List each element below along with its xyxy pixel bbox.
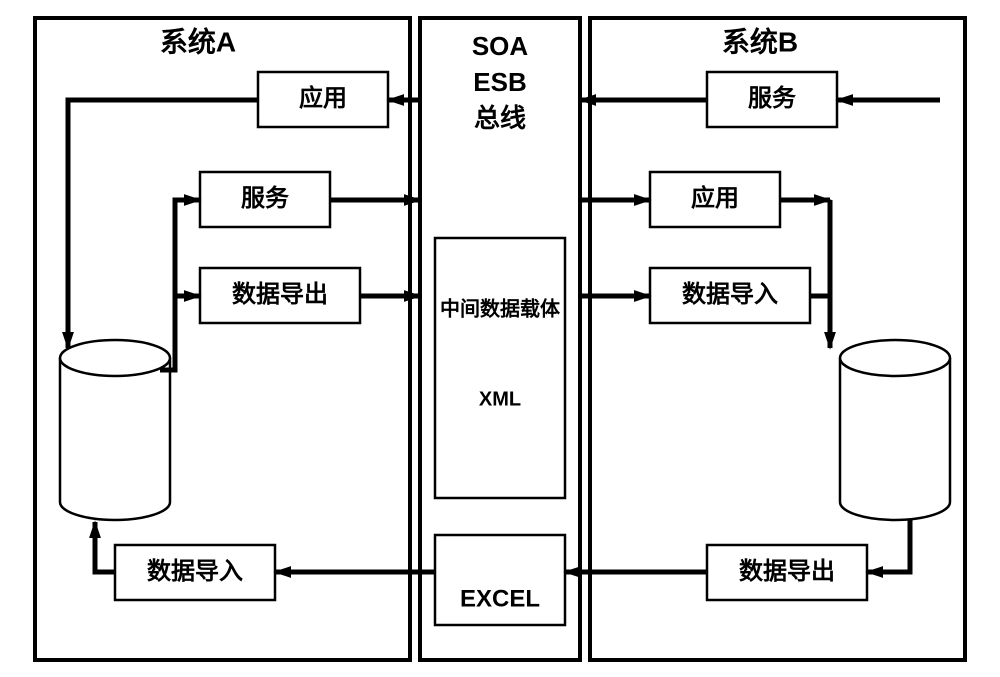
box-b-service-label: 服务 [748, 84, 797, 112]
title-system-b: 系统B [722, 25, 798, 57]
cylinder-a [60, 358, 170, 520]
box-xml-carrier-label-1: XML [479, 388, 521, 410]
box-a-service-label: 服务 [241, 184, 290, 212]
box-b-app-label: 应用 [691, 184, 739, 212]
box-excel-label: EXCEL [460, 585, 540, 612]
cylinder-b [840, 358, 950, 520]
cylinder-b-top [840, 340, 950, 376]
cylinder-a-top [60, 340, 170, 376]
box-xml-carrier [435, 238, 565, 498]
title-center-line-0: SOA [472, 31, 529, 61]
box-xml-carrier-label-0: 中间数据载体 [440, 296, 561, 320]
title-center-line-2: 总线 [474, 103, 526, 133]
title-system-a: 系统A [160, 25, 236, 57]
box-a-import-label: 数据导入 [147, 558, 243, 585]
box-b-import-label: 数据导入 [682, 281, 778, 308]
diagram-canvas: 系统A系统BSOAESB总线中间数据载体XMLEXCEL应用服务数据导出数据导入… [0, 0, 1000, 677]
box-b-export-label: 数据导出 [739, 558, 835, 585]
box-a-app-label: 应用 [299, 84, 347, 112]
title-center-line-1: ESB [473, 67, 526, 97]
box-a-export-label: 数据导出 [232, 281, 328, 308]
